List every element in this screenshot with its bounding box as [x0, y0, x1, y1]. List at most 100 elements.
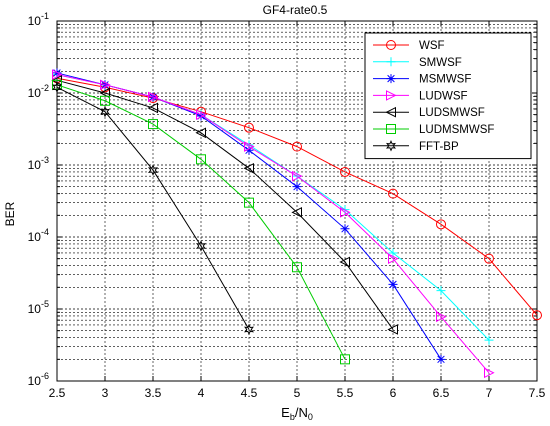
series [51, 68, 542, 379]
data-point [292, 141, 302, 152]
data-point [388, 279, 398, 289]
legend-label: LUDMSMWSF [419, 124, 494, 136]
legend-entry: MSMWSF [373, 74, 471, 86]
y-tick-labels: 10-610-510-410-310-210-1 [28, 11, 49, 388]
data-point [196, 109, 207, 120]
x-tick-label: 4 [198, 386, 205, 400]
data-point [244, 145, 254, 155]
y-tick-base: 10 [28, 302, 42, 316]
data-point [148, 119, 158, 130]
legend-marker [386, 140, 396, 152]
x-tick-label: 7.5 [529, 386, 546, 400]
x-axis-label: Eb/N0 [281, 405, 313, 422]
data-point [244, 323, 254, 336]
legend-marker [386, 90, 397, 101]
data-point [436, 219, 446, 230]
data-point [532, 310, 542, 321]
data-point [196, 240, 206, 252]
data-point [147, 102, 158, 114]
data-point [388, 253, 399, 264]
data-point [292, 182, 302, 192]
x-tick-labels: 2.5 3 3.5 4 4.5 5 5.5 6 6.5 7 7.5 [49, 386, 546, 400]
series-ludwsf [52, 69, 495, 379]
data-point [340, 207, 351, 218]
legend-entry: LUDMSMWSF [373, 124, 494, 136]
y-tick-label: 10-3 [28, 155, 49, 172]
legend-entry: FFT-BP [373, 140, 459, 153]
y-tick-label: 10-1 [28, 11, 49, 28]
x-tick-label: 6.5 [433, 386, 450, 400]
x-tick-label: 5 [294, 386, 301, 400]
y-tick-exponent: -5 [41, 299, 49, 309]
y-tick-label: 10-4 [28, 227, 49, 244]
data-point [196, 111, 206, 121]
x-tick-label: 7 [486, 386, 493, 400]
y-tick-label: 10-2 [28, 83, 49, 100]
y-tick-exponent: -2 [41, 83, 49, 93]
y-tick-label: 10-5 [28, 299, 49, 316]
data-point [340, 354, 350, 365]
data-point [436, 286, 446, 296]
x-tick-label: 6 [390, 386, 397, 400]
data-point [52, 68, 62, 78]
y-tick-base: 10 [28, 374, 42, 388]
data-point [340, 166, 350, 177]
y-tick-base: 10 [28, 86, 42, 100]
data-point [52, 69, 63, 80]
legend-marker [386, 57, 396, 67]
data-point [195, 127, 206, 139]
axes-frame [56, 20, 538, 382]
y-axis-label: BER [3, 201, 17, 226]
legend-label: LUDSMWSF [419, 107, 485, 119]
series-line [56, 79, 394, 330]
data-point [292, 262, 302, 273]
legend-label: MSMWSF [419, 74, 471, 86]
y-tick-label: 10-6 [28, 371, 49, 388]
data-point [484, 253, 494, 264]
legend-entry: SMWSF [373, 57, 462, 69]
y-tick-exponent: -4 [41, 227, 49, 237]
data-point [484, 367, 495, 379]
legend-entry: LUDSMWSF [373, 106, 485, 119]
y-tick-exponent: -3 [41, 155, 49, 165]
data-point [436, 354, 446, 364]
data-point [99, 87, 110, 99]
chart-title: GF4-rate0.5 [263, 3, 328, 17]
legend-label: SMWSF [419, 57, 462, 69]
data-point [244, 141, 255, 152]
legend-marker [386, 74, 396, 84]
y-tick-base: 10 [28, 158, 42, 172]
legend-marker [385, 106, 396, 118]
legend-entry: LUDWSF [373, 90, 468, 102]
data-point [340, 224, 350, 234]
data-point [339, 256, 350, 268]
legend-entry: WSF [373, 40, 445, 52]
series-line [56, 77, 538, 316]
x-tick-label: 4.5 [241, 386, 258, 400]
data-point [100, 95, 110, 106]
x-tick-label: 2.5 [49, 386, 66, 400]
series-ludsmwsf [51, 75, 398, 335]
legend-marker [386, 124, 396, 134]
data-point [291, 207, 302, 218]
legend-marker [386, 40, 396, 50]
data-point [388, 188, 398, 199]
series-line [56, 84, 346, 360]
series-line [56, 74, 490, 374]
y-tick-exponent: -6 [41, 371, 49, 381]
legend-label: LUDWSF [419, 90, 468, 102]
data-point [148, 164, 158, 176]
data-point [52, 81, 62, 94]
x-tick-label: 3.5 [145, 386, 162, 400]
data-point [100, 105, 110, 118]
data-point [196, 154, 206, 165]
y-tick-base: 10 [28, 14, 42, 28]
series-line [56, 86, 250, 330]
data-point [148, 91, 159, 103]
legend-label: WSF [419, 40, 445, 52]
y-tick-exponent: -1 [41, 11, 49, 21]
x-tick-label: 3 [102, 386, 109, 400]
data-point [100, 79, 111, 91]
data-point [292, 170, 303, 182]
